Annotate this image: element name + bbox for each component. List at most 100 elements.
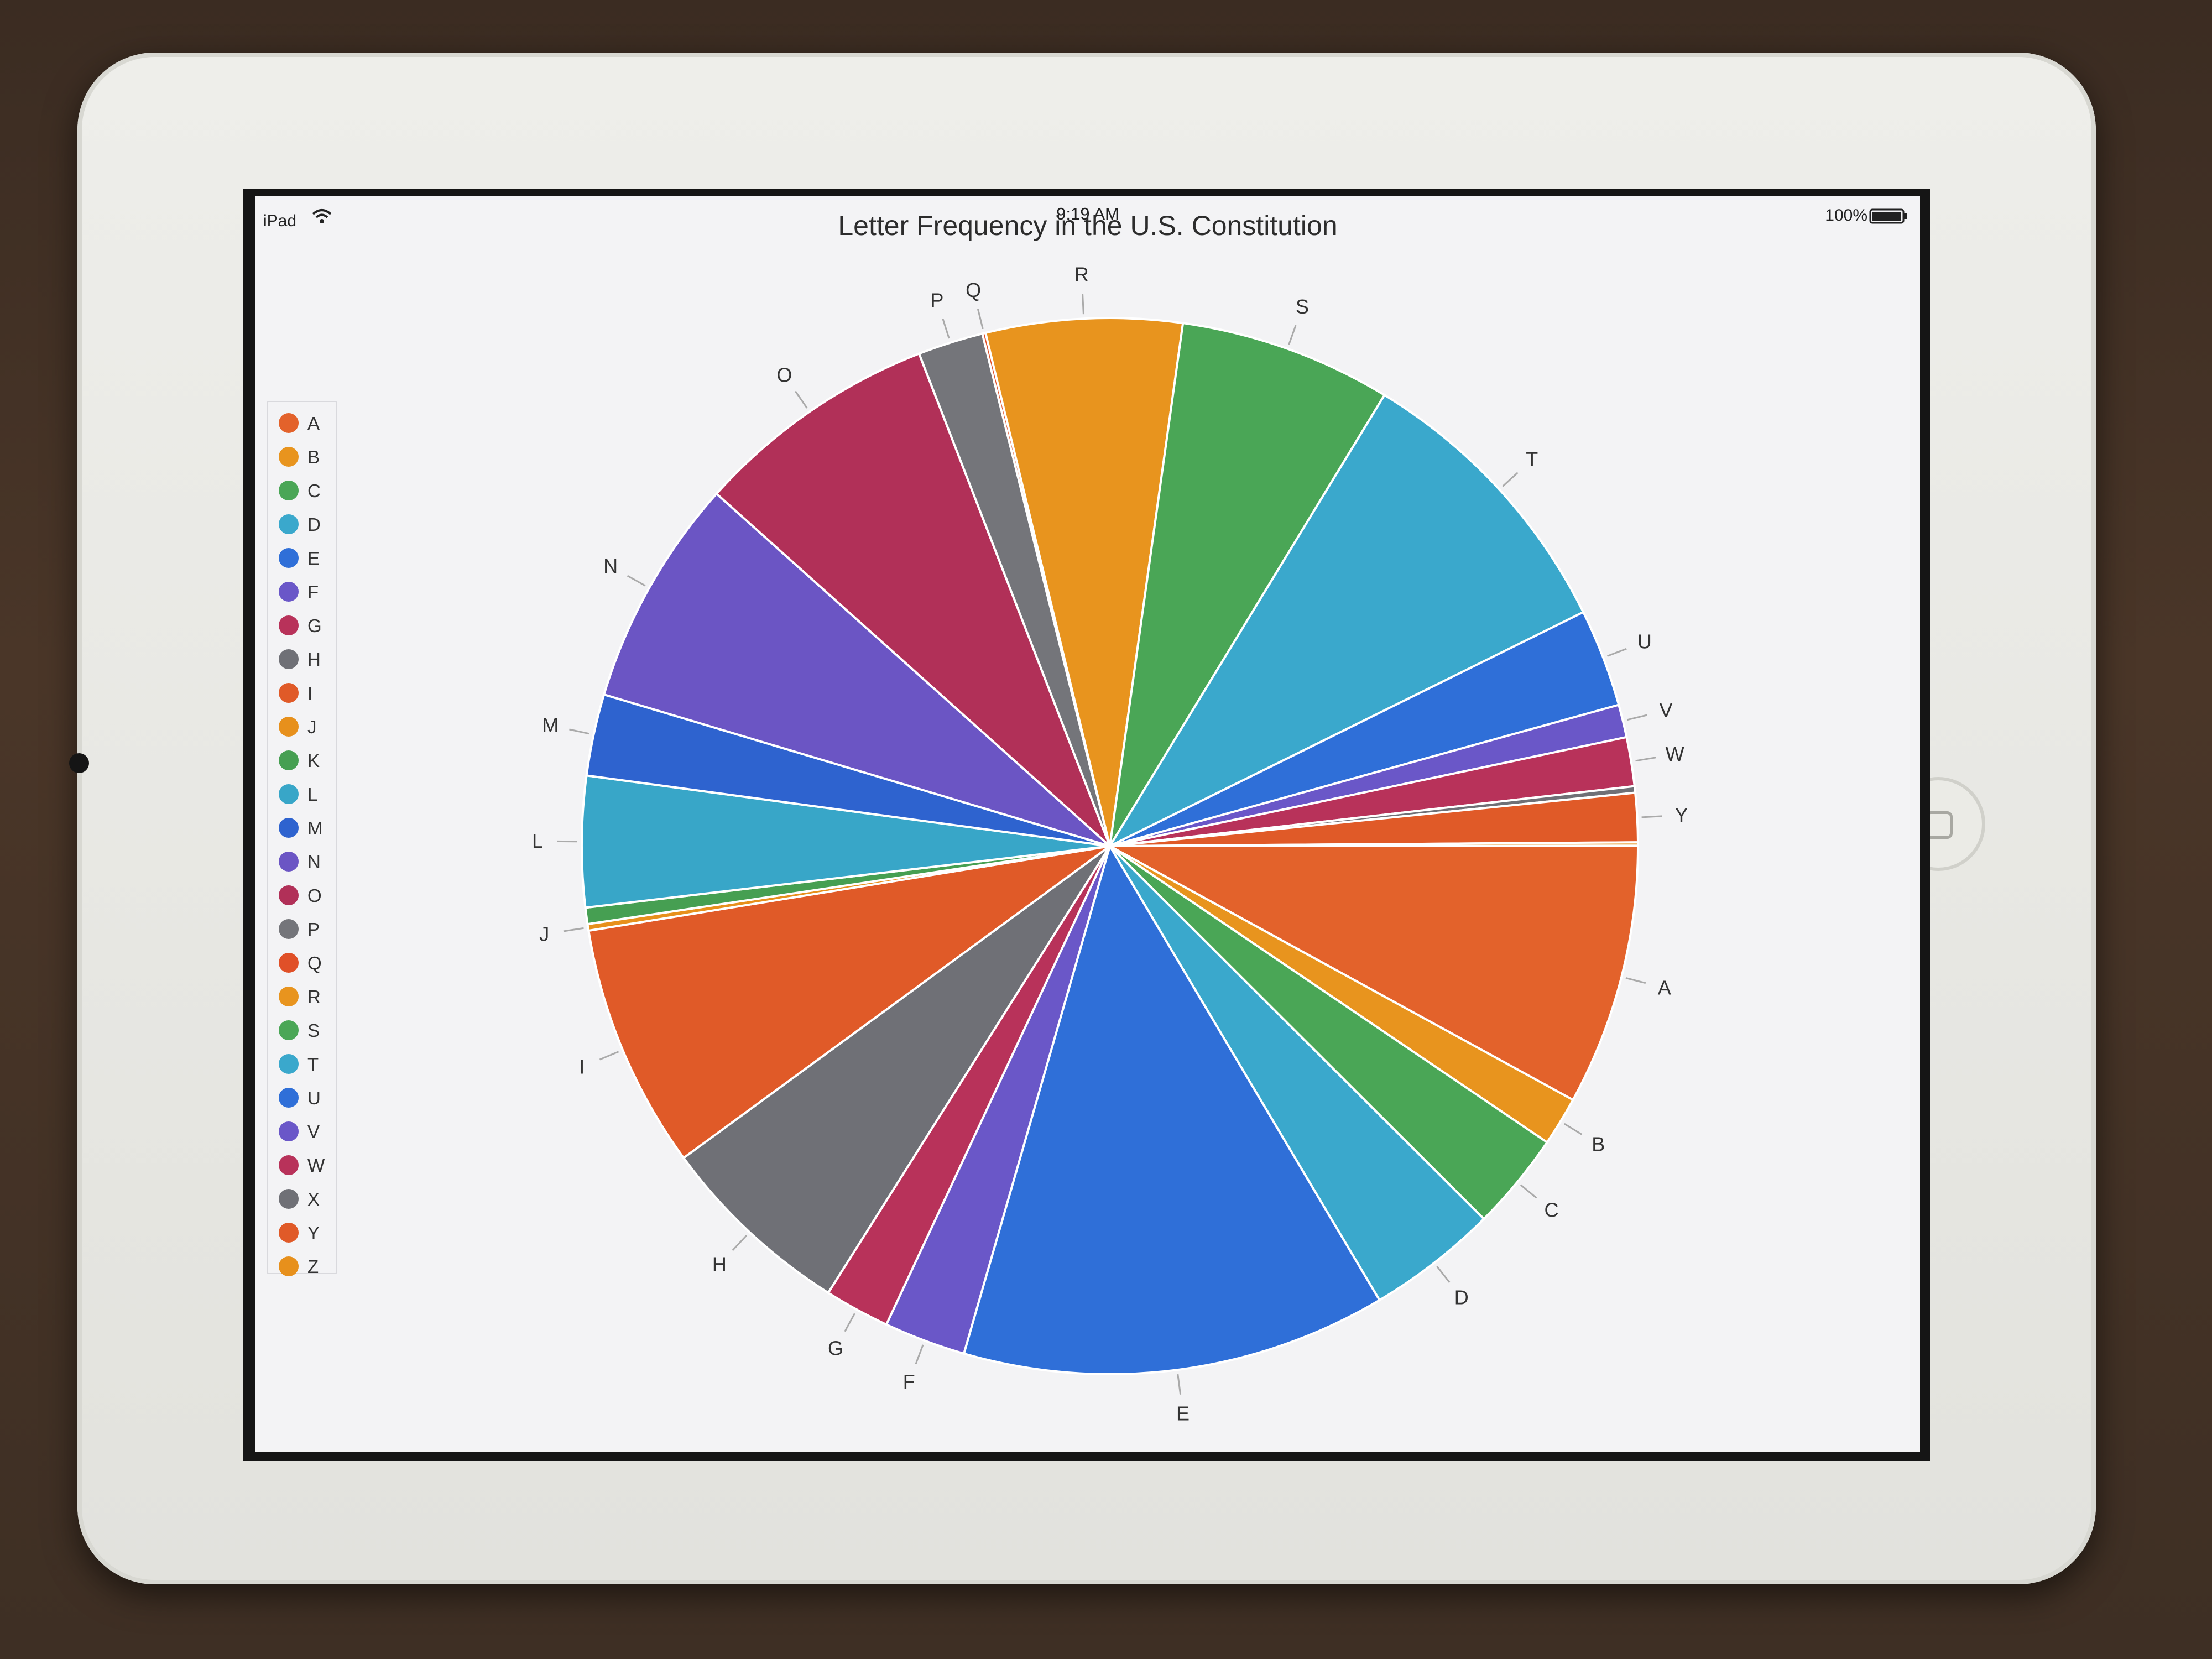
slice-label-o: O: [776, 364, 792, 387]
slice-label-i: I: [579, 1056, 585, 1078]
leader-line-q: [977, 309, 984, 330]
carrier-label: iPad: [263, 212, 297, 230]
legend-label-d: D: [307, 514, 321, 535]
legend-item-v[interactable]: V: [274, 1114, 335, 1145]
legend-label-p: P: [307, 919, 320, 940]
pie-slice-e[interactable]: [962, 843, 1381, 1375]
leader-line-p: [942, 319, 950, 339]
legend-item-i[interactable]: I: [274, 675, 335, 706]
legend-swatch-e: [279, 548, 299, 568]
legend-item-h[interactable]: H: [274, 641, 335, 672]
pie-slice-r[interactable]: [984, 317, 1185, 847]
slice-label-p: P: [930, 289, 943, 311]
leader-line-h: [732, 1234, 748, 1251]
legend-swatch-b: [279, 447, 299, 467]
slice-label-g: G: [828, 1337, 843, 1359]
legend-label-o: O: [307, 885, 322, 906]
legend-item-b[interactable]: B: [274, 439, 335, 470]
legend-item-l[interactable]: L: [274, 776, 335, 807]
legend-label-y: Y: [307, 1223, 320, 1243]
slice-label-e: E: [1176, 1402, 1190, 1425]
slice-label-n: N: [603, 555, 618, 577]
legend-label-w: W: [307, 1155, 325, 1176]
legend-label-l: L: [307, 784, 318, 805]
legend-item-j[interactable]: J: [274, 709, 335, 740]
wifi-icon: [312, 209, 332, 223]
status-time: 9:19 AM: [1056, 204, 1119, 223]
legend-item-o[interactable]: O: [274, 878, 335, 909]
leader-line-t: [1502, 472, 1519, 487]
leader-line-r: [1082, 294, 1084, 315]
slice-label-w: W: [1666, 743, 1684, 765]
legend-item-x[interactable]: X: [274, 1181, 335, 1212]
legend-label-i: I: [307, 683, 313, 703]
legend-swatch-y: [279, 1223, 299, 1243]
legend-item-a[interactable]: A: [274, 405, 335, 436]
pie-slice-z[interactable]: [1109, 841, 1640, 847]
legend-item-q[interactable]: Q: [274, 945, 335, 976]
pie-slice-l[interactable]: [581, 774, 1110, 909]
legend-item-e[interactable]: E: [274, 540, 335, 571]
legend-item-p[interactable]: P: [274, 911, 335, 942]
legend-swatch-j: [279, 717, 299, 737]
legend-item-d[interactable]: D: [274, 507, 335, 538]
slice-label-t: T: [1526, 448, 1538, 471]
leader-line-g: [844, 1313, 855, 1332]
legend-swatch-x: [279, 1189, 299, 1209]
legend-item-n[interactable]: N: [274, 844, 335, 875]
legend-item-m[interactable]: M: [274, 810, 335, 841]
legend-item-y[interactable]: Y: [274, 1215, 335, 1246]
slice-label-q: Q: [966, 279, 981, 301]
pie-slice-h[interactable]: [682, 845, 1111, 1295]
legend-label-j: J: [307, 717, 317, 737]
leader-line-n: [627, 575, 646, 587]
legend-label-n: N: [307, 852, 321, 872]
slice-label-m: M: [542, 714, 559, 737]
legend-label-b: B: [307, 447, 320, 467]
leader-line-u: [1607, 648, 1627, 657]
legend-item-r[interactable]: R: [274, 979, 335, 1010]
legend-item-k[interactable]: K: [274, 743, 335, 774]
slice-label-b: B: [1592, 1133, 1605, 1156]
legend-swatch-z: [279, 1256, 299, 1276]
battery-icon: [1869, 208, 1907, 224]
pie-slice-a[interactable]: [1109, 844, 1640, 1102]
pie-slice-d[interactable]: [1109, 845, 1486, 1302]
camera-icon: [69, 753, 89, 773]
leader-line-y: [1641, 815, 1662, 818]
legend-swatch-u: [279, 1088, 299, 1108]
legend-swatch-o: [279, 885, 299, 905]
legend-swatch-n: [279, 852, 299, 872]
leader-line-w: [1635, 757, 1656, 762]
legend-item-g[interactable]: G: [274, 608, 335, 639]
leader-line-b: [1564, 1123, 1583, 1135]
slice-label-c: C: [1545, 1199, 1559, 1222]
legend-swatch-l: [279, 784, 299, 804]
legend-item-w[interactable]: W: [274, 1147, 335, 1178]
slice-label-r: R: [1074, 263, 1089, 285]
leader-line-v: [1627, 714, 1647, 721]
leader-line-e: [1177, 1374, 1182, 1395]
legend-item-u[interactable]: U: [274, 1080, 335, 1111]
screen: iPad 9:19 AM 100% Letter Frequency in th…: [255, 196, 1920, 1452]
slice-label-v: V: [1659, 699, 1672, 722]
leader-line-s: [1288, 325, 1297, 345]
legend-item-c[interactable]: C: [274, 473, 335, 504]
pie-slice-o[interactable]: [714, 352, 1111, 847]
legend-item-t[interactable]: T: [274, 1046, 335, 1077]
pie-slice-s[interactable]: [1109, 321, 1386, 847]
legend-item-f[interactable]: F: [274, 574, 335, 605]
legend-swatch-h: [279, 649, 299, 669]
legend-item-s[interactable]: S: [274, 1013, 335, 1044]
legend-swatch-m: [279, 818, 299, 838]
legend-label-c: C: [307, 481, 321, 501]
pie-slice-i[interactable]: [587, 845, 1111, 1160]
slice-label-a: A: [1658, 976, 1671, 999]
leader-line-m: [569, 728, 590, 735]
legend-label-h: H: [307, 649, 321, 670]
legend-item-z[interactable]: Z: [274, 1249, 335, 1280]
pie-slice-t[interactable]: [1107, 393, 1585, 849]
slice-label-d: D: [1454, 1286, 1469, 1309]
pie-slice-n[interactable]: [602, 492, 1111, 847]
leader-line-a: [1625, 977, 1646, 984]
